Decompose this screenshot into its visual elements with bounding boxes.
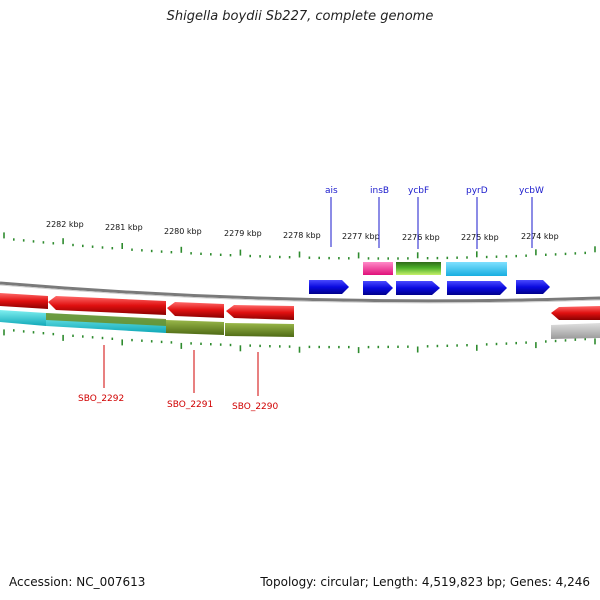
gene-arrow-forward[interactable] xyxy=(516,280,550,294)
feature-block-teal[interactable] xyxy=(0,310,46,326)
scale-label: 2275 kbp xyxy=(461,233,499,242)
gene-label-insB[interactable]: insB xyxy=(370,186,389,196)
feature-block-olive[interactable] xyxy=(166,320,224,335)
bottom-gene-labels: SBO_2292 SBO_2291 SBO_2290 xyxy=(78,345,278,412)
feature-block-magenta[interactable] xyxy=(363,262,393,275)
gene-arrow-forward[interactable] xyxy=(396,281,440,295)
scale-label: 2278 kbp xyxy=(283,231,321,240)
gene-label-ycbF[interactable]: ycbF xyxy=(408,186,429,196)
feature-block-olive-overlay xyxy=(46,313,166,326)
topology-text: Topology: circular; Length: 4,519,823 bp… xyxy=(260,575,590,589)
scale-label: 2277 kbp xyxy=(342,232,380,241)
scale-label: 2276 kbp xyxy=(402,233,440,242)
gene-label-SBO_2291[interactable]: SBO_2291 xyxy=(167,400,213,410)
gene-label-ais[interactable]: ais xyxy=(325,186,338,196)
gene-label-pyrD[interactable]: pyrD xyxy=(466,186,488,196)
gene-arrow-reverse[interactable] xyxy=(48,296,166,315)
gene-arrow-reverse[interactable] xyxy=(0,293,48,309)
gene-label-SBO_2290[interactable]: SBO_2290 xyxy=(232,402,278,412)
scale-labels: 2282 kbp 2281 kbp 2280 kbp 2279 kbp 2278… xyxy=(46,220,559,242)
upper-ticks xyxy=(3,232,596,260)
scale-label: 2281 kbp xyxy=(105,223,143,232)
gene-arrow-reverse[interactable] xyxy=(226,305,294,320)
top-gene-labels: ais insB ycbF pyrD ycbW xyxy=(325,186,544,249)
feature-block-olive[interactable] xyxy=(225,323,294,337)
genome-title: Shigella boydii Sb227, complete genome xyxy=(166,9,434,24)
accession-text: Accession: NC_007613 xyxy=(9,575,146,589)
gene-arrow-forward[interactable] xyxy=(309,280,349,294)
lower-ticks xyxy=(3,329,596,354)
gene-arrow-reverse[interactable] xyxy=(167,302,224,318)
gene-arrow-forward[interactable] xyxy=(363,281,393,295)
gene-label-SBO_2292[interactable]: SBO_2292 xyxy=(78,394,124,404)
scale-label: 2274 kbp xyxy=(521,232,559,241)
scale-label: 2280 kbp xyxy=(164,227,202,236)
gene-label-ycbW[interactable]: ycbW xyxy=(519,186,544,196)
feature-block-cyan[interactable] xyxy=(446,262,507,276)
feature-block-gray[interactable] xyxy=(551,323,600,339)
genome-backbone xyxy=(0,281,600,303)
genome-backbone-highlight xyxy=(0,284,600,304)
scale-label: 2279 kbp xyxy=(224,229,262,238)
feature-block-green[interactable] xyxy=(396,262,441,275)
scale-label: 2282 kbp xyxy=(46,220,84,229)
gene-arrow-reverse[interactable] xyxy=(551,306,600,320)
gene-arrow-forward[interactable] xyxy=(447,281,507,295)
